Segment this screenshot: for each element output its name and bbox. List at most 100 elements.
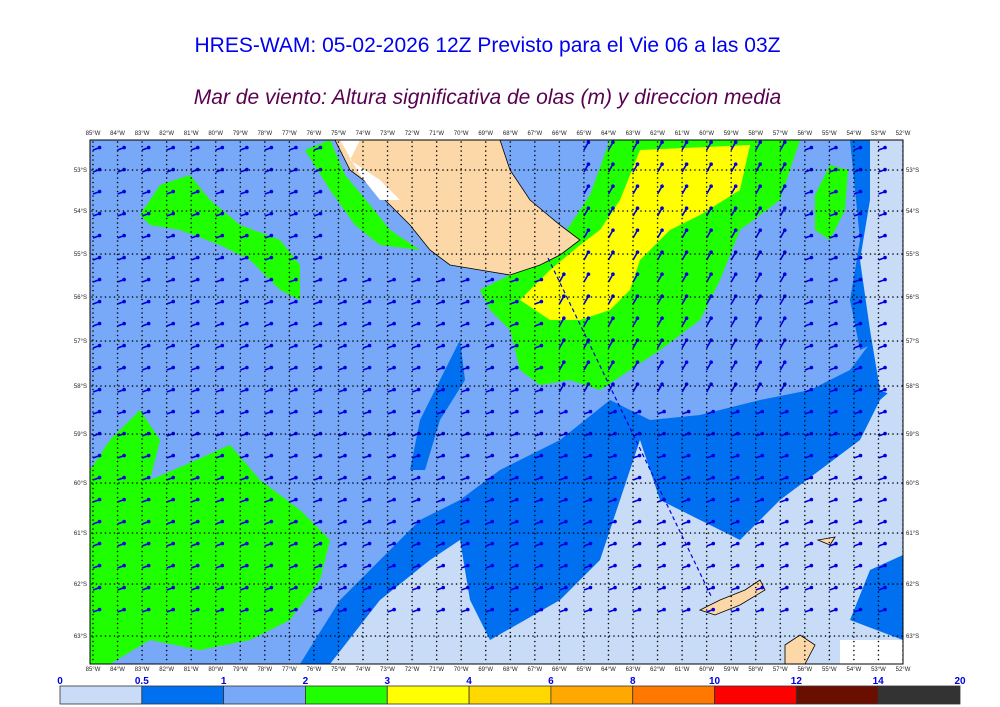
graticule-dot — [632, 348, 634, 350]
graticule-dot — [779, 573, 782, 575]
graticule-dot — [656, 253, 659, 256]
wave-arrow-head — [809, 211, 814, 216]
wave-arrow-head — [195, 343, 200, 348]
graticule-dot — [656, 393, 659, 395]
graticule-dot — [239, 262, 242, 265]
graticule-dot — [828, 226, 831, 229]
graticule-dot — [435, 199, 438, 202]
graticule-dot — [92, 357, 94, 359]
graticule-dot — [730, 559, 732, 562]
graticule-dot — [484, 411, 487, 413]
graticule-dot — [460, 577, 462, 580]
graticule-dot — [386, 613, 389, 616]
graticule-dot — [828, 654, 831, 656]
graticule-dot — [607, 609, 610, 611]
graticule-dot — [583, 186, 585, 188]
graticule-dot — [828, 213, 831, 215]
graticule-dot — [411, 469, 413, 472]
wave-arrow-head — [883, 475, 887, 480]
graticule-dot — [214, 366, 217, 368]
wave-arrow-head — [684, 206, 689, 211]
graticule-dot — [705, 406, 708, 409]
graticule-dot — [435, 406, 438, 409]
graticule-dot — [460, 474, 462, 476]
graticule-dot — [239, 600, 242, 602]
graticule-dot — [337, 325, 340, 328]
graticule-dot — [705, 622, 708, 625]
graticule-dot — [313, 460, 315, 463]
graticule-dot — [386, 384, 389, 386]
wave-arrow-head — [195, 365, 200, 370]
graticule-dot — [607, 402, 610, 404]
graticule-dot — [313, 195, 315, 197]
graticule-dot — [730, 393, 732, 395]
graticule-dot — [558, 514, 561, 517]
graticule-dot — [534, 406, 536, 409]
graticule-dot — [779, 631, 782, 634]
graticule-dot — [705, 577, 708, 580]
graticule-dot — [386, 190, 389, 193]
graticule-dot — [264, 388, 266, 391]
graticule-dot — [165, 613, 168, 616]
graticule-dot — [435, 217, 438, 220]
graticule-dot — [656, 429, 659, 431]
graticule-dot — [435, 609, 438, 611]
graticule-dot — [754, 199, 757, 202]
wave-arrow-head — [758, 338, 763, 343]
graticule-dot — [804, 478, 806, 481]
graticule-dot — [656, 604, 659, 607]
graticule-dot — [681, 546, 683, 548]
graticule-dot — [681, 235, 683, 238]
graticule-dot — [165, 334, 168, 337]
wave-arrow-head — [195, 211, 200, 216]
graticule-dot — [141, 469, 143, 472]
graticule-dot — [460, 141, 462, 143]
graticule-dot — [730, 150, 732, 152]
graticule-dot — [583, 636, 585, 638]
graticule-dot — [460, 343, 462, 346]
graticule-dot — [534, 460, 536, 463]
graticule-dot — [190, 609, 192, 611]
graticule-dot — [190, 312, 192, 314]
graticule-dot — [264, 294, 266, 296]
graticule-dot — [313, 406, 315, 409]
graticule-dot — [239, 249, 242, 251]
graticule-dot — [92, 631, 94, 634]
graticule-dot — [656, 573, 659, 575]
graticule-dot — [214, 586, 217, 589]
graticule-dot — [460, 244, 462, 247]
graticule-dot — [804, 577, 806, 580]
wave-arrow-head — [245, 409, 249, 414]
graticule-dot — [509, 496, 512, 499]
graticule-dot — [828, 172, 831, 175]
graticule-dot — [165, 474, 168, 476]
graticule-dot — [730, 325, 732, 328]
graticule-dot — [754, 168, 757, 170]
graticule-dot — [386, 231, 389, 233]
wave-arrow-head — [220, 321, 225, 326]
graticule-dot — [730, 541, 732, 544]
graticule-dot — [264, 501, 266, 503]
graticule-dot — [779, 321, 782, 323]
graticule-dot — [264, 478, 266, 481]
graticule-dot — [386, 199, 389, 202]
wave-arrow-head — [613, 585, 617, 590]
graticule-dot — [214, 492, 217, 494]
wave-arrow-head — [269, 299, 274, 304]
graticule-dot — [828, 442, 831, 445]
wave-arrow-head — [97, 277, 102, 282]
graticule-dot — [804, 649, 806, 652]
wave-arrow-head — [758, 360, 763, 365]
graticule-dot — [534, 618, 536, 620]
wave-arrow-head — [539, 607, 544, 612]
wave-arrow-head — [758, 294, 763, 299]
graticule-dot — [583, 609, 585, 611]
graticule-dot — [435, 397, 438, 400]
graticule-dot — [607, 384, 610, 386]
wave-arrow-head — [883, 365, 887, 370]
graticule-dot — [509, 546, 512, 548]
graticule-dot — [141, 442, 143, 445]
graticule-dot — [239, 577, 242, 580]
graticule-dot — [313, 465, 315, 467]
graticule-dot — [337, 321, 340, 323]
